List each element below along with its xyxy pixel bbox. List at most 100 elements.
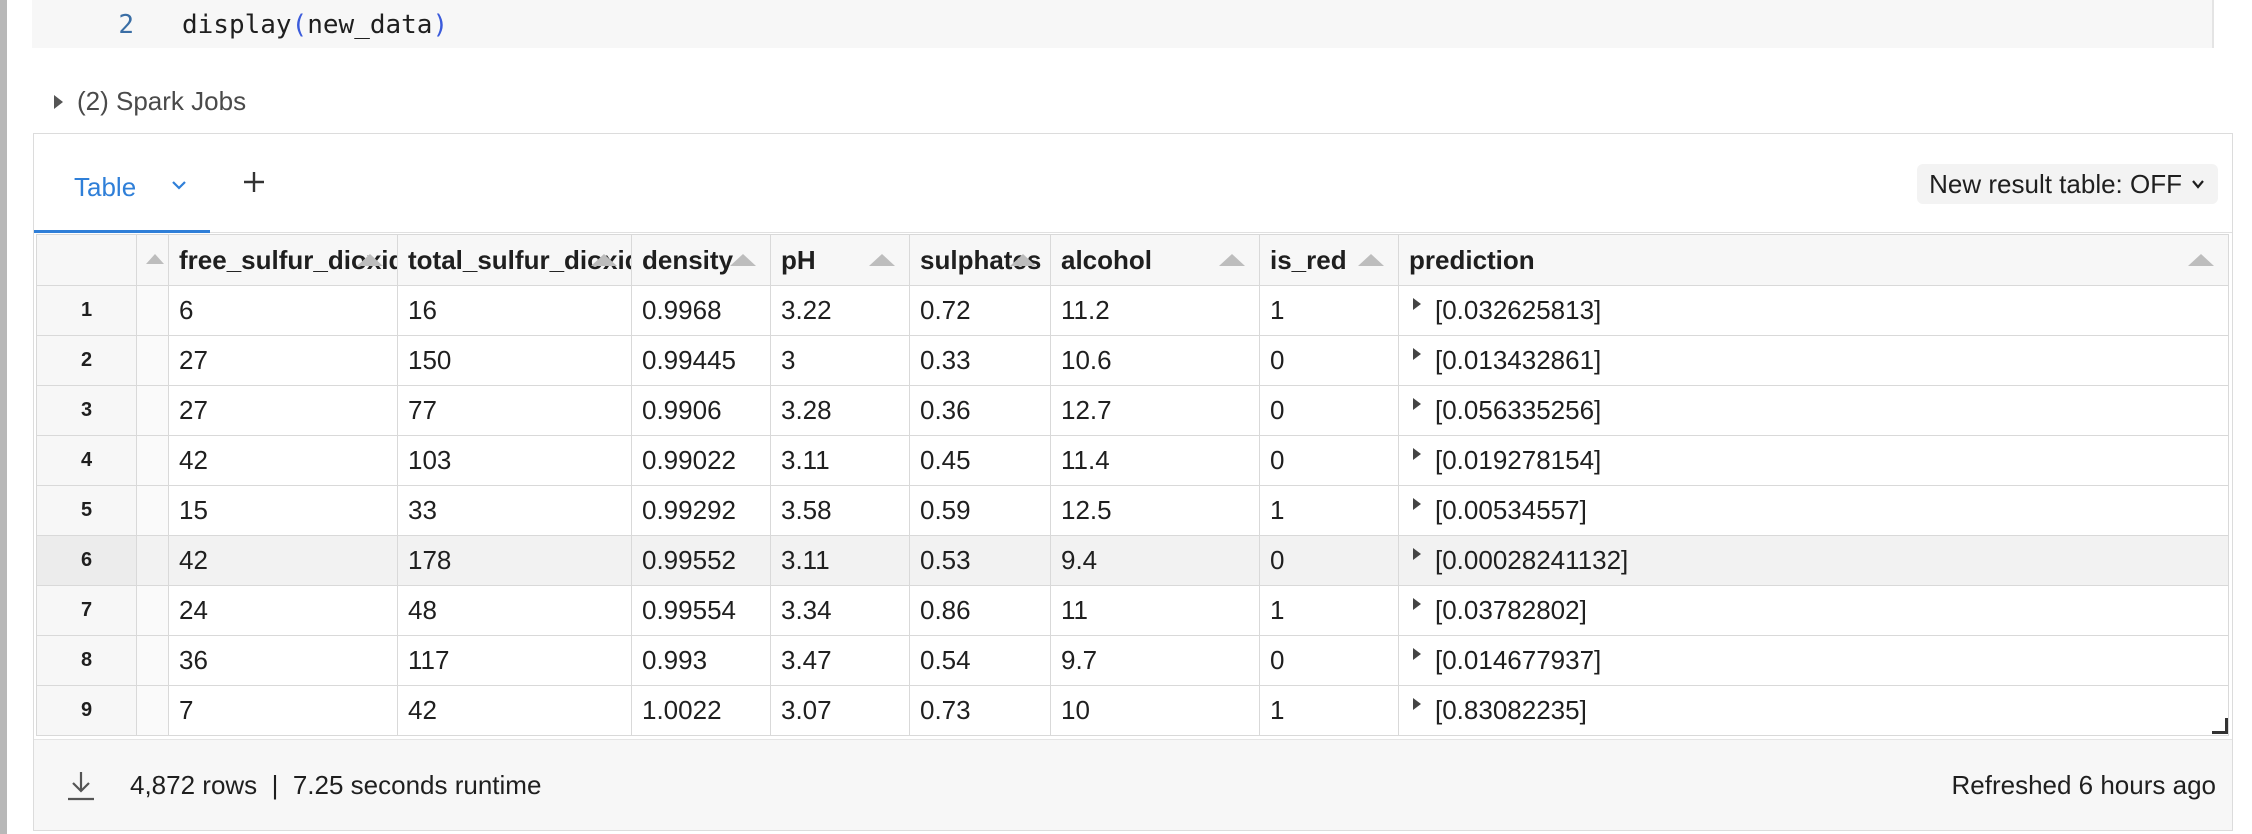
table-row[interactable]: 2 27 150 0.99445 3 0.33 10.6 0 [0.013432861] <box>36 335 2229 386</box>
table-cell[interactable]: 0 <box>1259 435 1399 486</box>
expand-arrow-icon[interactable] <box>1413 298 1421 310</box>
sort-asc-icon[interactable] <box>2188 254 2214 266</box>
sort-asc-icon[interactable] <box>591 254 617 266</box>
table-cell[interactable]: 36 <box>168 635 398 686</box>
table-cell[interactable]: 1 <box>1259 585 1399 636</box>
row-select-cell[interactable] <box>136 635 169 686</box>
prediction-cell[interactable]: [0.019278154] <box>1398 435 2229 486</box>
row-select-cell[interactable] <box>136 585 169 636</box>
table-row[interactable]: 3 27 77 0.9906 3.28 0.36 12.7 0 [0.056335256] <box>36 385 2229 436</box>
table-cell[interactable]: 6 <box>168 285 398 336</box>
table-cell[interactable]: 27 <box>168 385 398 436</box>
expand-arrow-icon[interactable] <box>1413 398 1421 410</box>
table-cell[interactable]: 12.7 <box>1050 385 1260 436</box>
spark-jobs-toggle[interactable]: (2) Spark Jobs <box>54 86 246 117</box>
table-cell[interactable]: 0.99022 <box>631 435 771 486</box>
column-header[interactable]: free_sulfur_dioxide <box>168 234 398 286</box>
table-cell[interactable]: 0.9968 <box>631 285 771 336</box>
table-row[interactable]: 6 42 178 0.99552 3.11 0.53 9.4 0 [0.00028241132] <box>36 535 2229 586</box>
expand-arrow-icon[interactable] <box>1413 448 1421 460</box>
prediction-cell[interactable]: [0.00028241132] <box>1398 535 2229 586</box>
prediction-cell[interactable]: [0.00534557] <box>1398 485 2229 536</box>
expand-arrow-icon[interactable] <box>1413 598 1421 610</box>
table-cell[interactable]: 0.54 <box>909 635 1051 686</box>
prediction-cell[interactable]: [0.83082235] <box>1398 685 2229 736</box>
table-cell[interactable]: 48 <box>397 585 632 636</box>
table-cell[interactable]: 0.45 <box>909 435 1051 486</box>
expand-arrow-icon[interactable] <box>1413 698 1421 710</box>
table-cell[interactable]: 3.11 <box>770 435 910 486</box>
column-header[interactable]: density <box>631 234 771 286</box>
table-cell[interactable]: 0.36 <box>909 385 1051 436</box>
table-cell[interactable]: 0.99445 <box>631 335 771 386</box>
expand-arrow-icon[interactable] <box>1413 348 1421 360</box>
table-cell[interactable]: 150 <box>397 335 632 386</box>
new-result-table-toggle[interactable]: New result table: OFF <box>1917 164 2218 204</box>
prediction-cell[interactable]: [0.056335256] <box>1398 385 2229 436</box>
table-cell[interactable]: 3.07 <box>770 685 910 736</box>
table-cell[interactable]: 24 <box>168 585 398 636</box>
column-header[interactable]: sulphates <box>909 234 1051 286</box>
code-line[interactable]: display(new_data) <box>182 10 448 40</box>
sort-asc-icon[interactable] <box>1010 254 1036 266</box>
prediction-cell[interactable]: [0.032625813] <box>1398 285 2229 336</box>
table-cell[interactable]: 0.99554 <box>631 585 771 636</box>
select-header[interactable] <box>136 234 169 286</box>
table-cell[interactable]: 42 <box>168 435 398 486</box>
table-cell[interactable]: 0 <box>1259 385 1399 436</box>
table-cell[interactable]: 11.4 <box>1050 435 1260 486</box>
table-cell[interactable]: 1 <box>1259 485 1399 536</box>
resize-handle-icon[interactable] <box>2212 718 2228 734</box>
prediction-cell[interactable]: [0.014677937] <box>1398 635 2229 686</box>
table-cell[interactable]: 0.99552 <box>631 535 771 586</box>
chevron-down-icon[interactable] <box>170 176 188 194</box>
column-header[interactable]: total_sulfur_dioxide <box>397 234 632 286</box>
table-cell[interactable]: 1 <box>1259 685 1399 736</box>
table-cell[interactable]: 12.5 <box>1050 485 1260 536</box>
table-cell[interactable]: 9.4 <box>1050 535 1260 586</box>
table-cell[interactable]: 103 <box>397 435 632 486</box>
table-cell[interactable]: 0.99292 <box>631 485 771 536</box>
table-cell[interactable]: 0.86 <box>909 585 1051 636</box>
table-cell[interactable]: 3.34 <box>770 585 910 636</box>
code-cell[interactable]: 2 display(new_data) <box>32 0 2214 48</box>
row-select-cell[interactable] <box>136 385 169 436</box>
row-select-cell[interactable] <box>136 435 169 486</box>
table-cell[interactable]: 3.47 <box>770 635 910 686</box>
table-cell[interactable]: 0 <box>1259 535 1399 586</box>
prediction-cell[interactable]: [0.03782802] <box>1398 585 2229 636</box>
table-cell[interactable]: 178 <box>397 535 632 586</box>
table-cell[interactable]: 10.6 <box>1050 335 1260 386</box>
table-cell[interactable]: 10 <box>1050 685 1260 736</box>
table-cell[interactable]: 33 <box>397 485 632 536</box>
row-select-cell[interactable] <box>136 535 169 586</box>
table-cell[interactable]: 7 <box>168 685 398 736</box>
sort-asc-icon[interactable] <box>1219 254 1245 266</box>
table-cell[interactable]: 0.993 <box>631 635 771 686</box>
table-cell[interactable]: 42 <box>168 535 398 586</box>
row-select-cell[interactable] <box>136 335 169 386</box>
sort-asc-icon[interactable] <box>869 254 895 266</box>
column-header[interactable]: prediction <box>1398 234 2229 286</box>
table-cell[interactable]: 3 <box>770 335 910 386</box>
sort-asc-icon[interactable] <box>730 254 756 266</box>
table-cell[interactable]: 0 <box>1259 635 1399 686</box>
expand-arrow-icon[interactable] <box>1413 498 1421 510</box>
plus-icon[interactable] <box>234 162 274 202</box>
table-cell[interactable]: 0.33 <box>909 335 1051 386</box>
table-cell[interactable]: 11 <box>1050 585 1260 636</box>
table-cell[interactable]: 3.22 <box>770 285 910 336</box>
table-cell[interactable]: 3.11 <box>770 535 910 586</box>
table-cell[interactable]: 15 <box>168 485 398 536</box>
download-icon[interactable] <box>66 768 96 802</box>
table-cell[interactable]: 1.0022 <box>631 685 771 736</box>
table-cell[interactable]: 3.28 <box>770 385 910 436</box>
row-select-cell[interactable] <box>136 485 169 536</box>
table-row[interactable]: 7 24 48 0.99554 3.34 0.86 11 1 [0.03782802] <box>36 585 2229 636</box>
table-cell[interactable]: 77 <box>397 385 632 436</box>
table-cell[interactable]: 0.73 <box>909 685 1051 736</box>
table-row[interactable]: 8 36 117 0.993 3.47 0.54 9.7 0 [0.014677937] <box>36 635 2229 686</box>
expand-arrow-icon[interactable] <box>1413 648 1421 660</box>
row-select-cell[interactable] <box>136 285 169 336</box>
table-cell[interactable]: 9.7 <box>1050 635 1260 686</box>
